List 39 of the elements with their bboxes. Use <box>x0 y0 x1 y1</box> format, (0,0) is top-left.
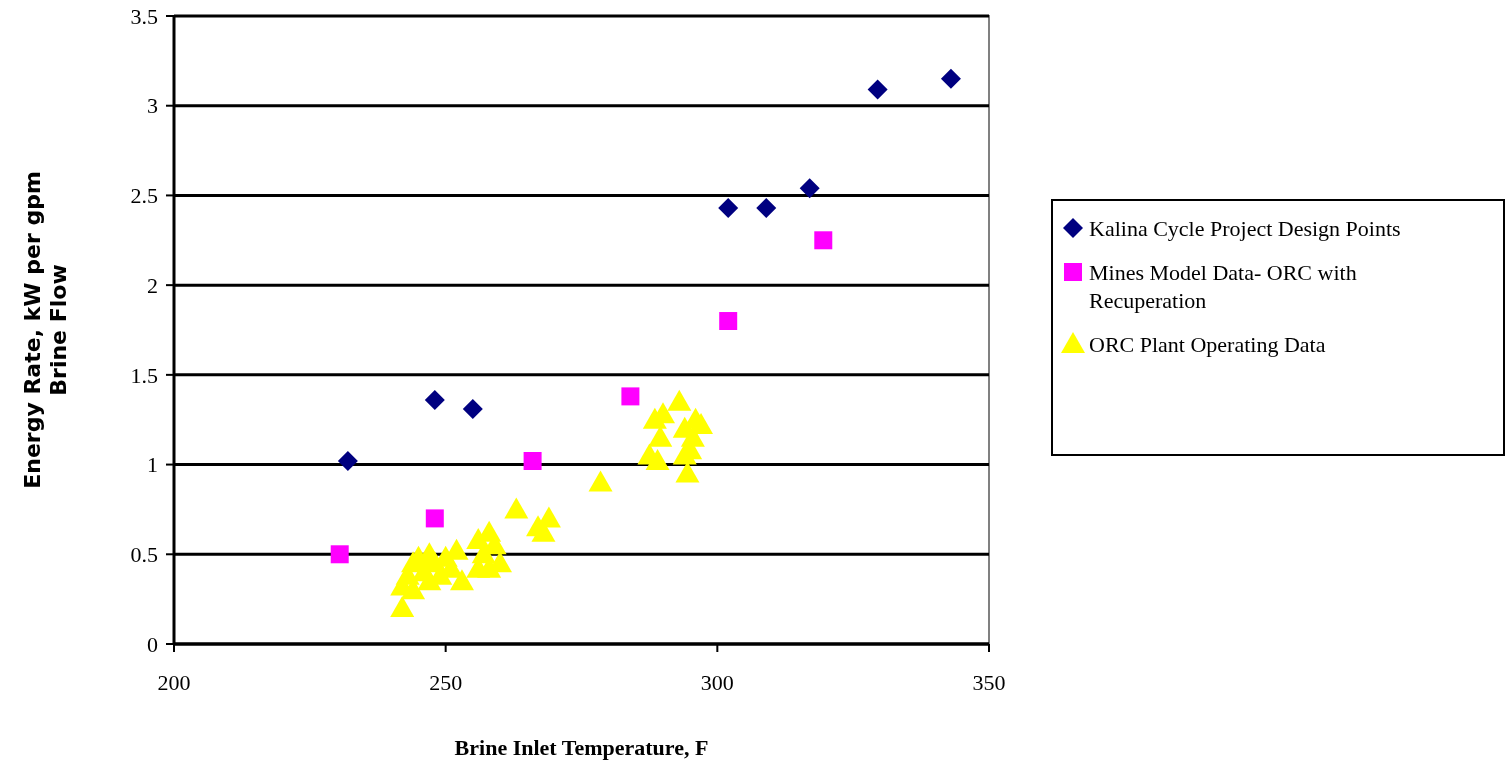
y-tick-label: 1 <box>147 452 158 478</box>
legend-label: Mines Model Data- ORC with Recuperation <box>1089 259 1357 313</box>
point <box>718 197 739 218</box>
point <box>667 389 692 411</box>
x-tick-label: 300 <box>700 670 734 695</box>
point <box>504 497 529 519</box>
point <box>940 68 961 89</box>
y-tick-label: 0 <box>147 631 158 657</box>
point <box>449 569 474 591</box>
y-tick-label: 0.5 <box>130 541 158 567</box>
x-tick-label: 200 <box>157 670 191 695</box>
point <box>621 387 640 406</box>
point <box>648 425 673 447</box>
x-tick-label: 250 <box>429 670 463 695</box>
y-tick-label: 3.5 <box>130 3 158 29</box>
point <box>390 596 415 618</box>
point <box>799 178 820 199</box>
point <box>675 461 700 483</box>
x-axis-title: Brine Inlet Temperature, F <box>454 735 709 760</box>
point <box>337 450 358 471</box>
point <box>462 398 483 419</box>
point <box>588 470 613 492</box>
point <box>867 79 888 100</box>
point <box>425 509 444 528</box>
legend-label: ORC Plant Operating Data <box>1089 331 1326 357</box>
point <box>645 448 670 470</box>
point <box>424 389 445 410</box>
y-tick-label: 2.5 <box>130 183 158 209</box>
point <box>814 231 833 250</box>
y-tick-label: 2 <box>147 272 158 298</box>
point <box>719 312 738 331</box>
point <box>523 451 542 470</box>
point <box>756 197 777 218</box>
x-tick-label: 350 <box>972 670 1006 695</box>
legend-label: Kalina Cycle Project Design Points <box>1089 215 1401 241</box>
point <box>330 545 349 564</box>
y-axis-title: Energy Rate, kW per gpm Brine Flow <box>20 171 71 489</box>
y-tick-label: 3 <box>147 93 158 119</box>
y-tick-label: 1.5 <box>130 362 158 388</box>
